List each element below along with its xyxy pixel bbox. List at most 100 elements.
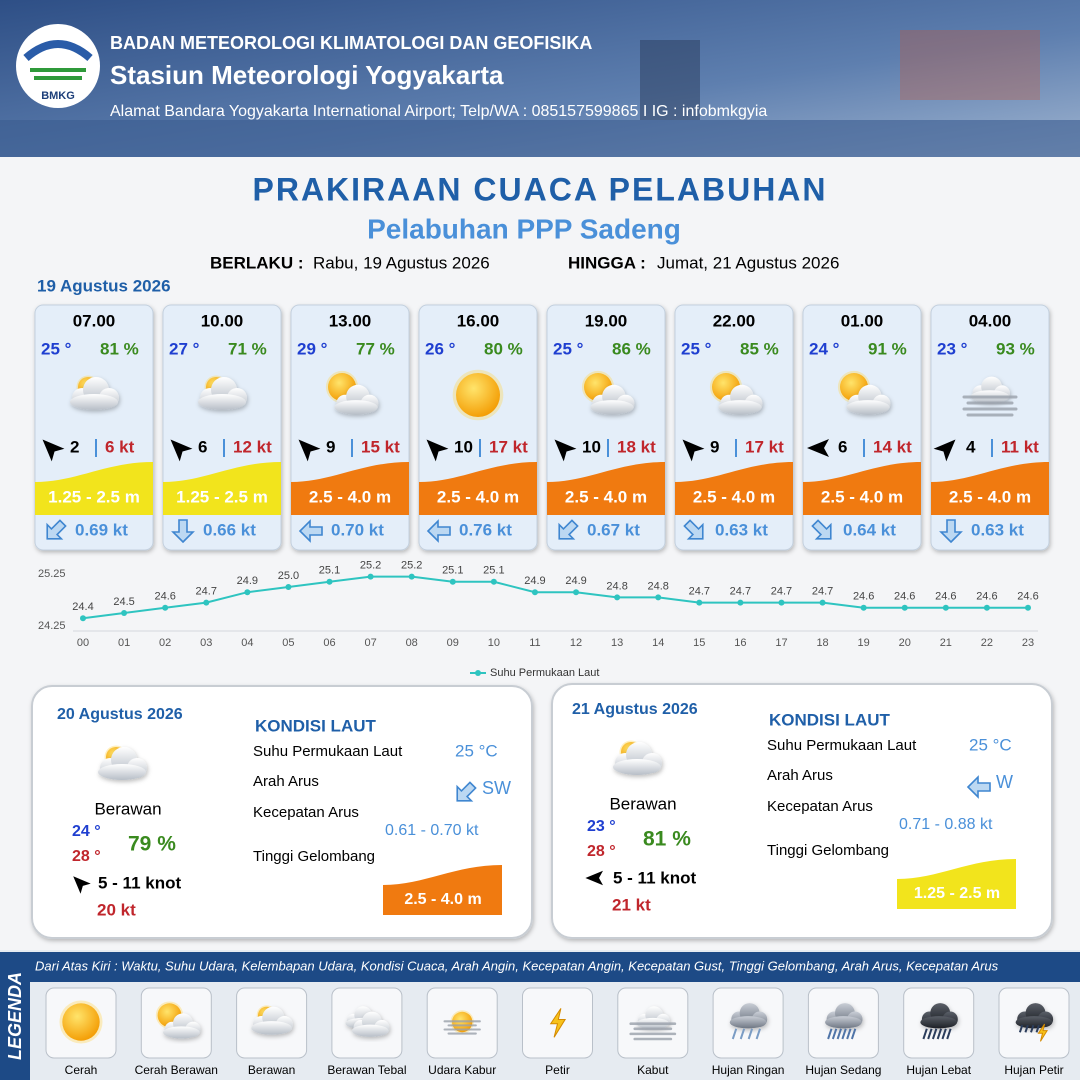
- gust: 18 kt: [617, 437, 656, 456]
- legend-item: Berawan Tebal: [327, 1063, 406, 1077]
- current-arrow: [939, 519, 963, 544]
- day-panel: [551, 683, 1053, 939]
- legend-swatch: [475, 670, 481, 676]
- sst-value-label: 24.6: [894, 591, 915, 603]
- cloud: [70, 377, 119, 410]
- outlook-date: 21 Agustus 2026: [572, 701, 698, 718]
- x-tick-label: 09: [447, 637, 459, 649]
- sun: [62, 1003, 100, 1041]
- condition: Berawan: [609, 794, 676, 813]
- rain: [755, 1028, 761, 1040]
- wind-arrow: [426, 439, 449, 462]
- wind-range: 5 - 11 knot: [98, 873, 181, 892]
- wave-height: 2.5 - 4.0 m: [949, 487, 1031, 506]
- rain: [946, 1028, 952, 1040]
- current-arrow: [46, 519, 67, 540]
- rain: [1030, 1024, 1035, 1033]
- sst-point: [490, 578, 497, 585]
- cloud-part: [590, 400, 634, 415]
- separator: [223, 439, 225, 457]
- cloud: [825, 1003, 863, 1029]
- sst-value-label: 24.6: [976, 591, 997, 603]
- sst-value-label: 24.4: [72, 601, 93, 613]
- sst-value-label: 24.7: [812, 586, 833, 598]
- wave-band: [547, 462, 665, 515]
- cloud: [846, 384, 891, 415]
- temp-max: 28 °: [72, 848, 101, 865]
- sst-value-label: 24.6: [935, 591, 956, 603]
- humidity: 79 %: [128, 833, 176, 856]
- air-temp: 25 °: [681, 339, 712, 358]
- sst-value-label: 24.7: [730, 586, 751, 598]
- current-speed: 0.69 kt: [75, 520, 128, 539]
- wave-height: 2.5 - 4.0 m: [565, 487, 647, 506]
- valid-until: Jumat, 21 Agustus 2026: [657, 253, 839, 272]
- day-panel: [31, 685, 533, 939]
- sst-point: [203, 599, 210, 606]
- legend-band: [0, 952, 1080, 982]
- rain: [927, 1028, 933, 1040]
- valid-from: Rabu, 19 Agustus 2026: [313, 253, 490, 272]
- humidity: 71 %: [228, 339, 267, 358]
- rain: [1035, 1024, 1040, 1033]
- sst: 25 °C: [455, 741, 498, 760]
- cloud: [351, 1011, 390, 1037]
- cloud-part: [70, 394, 118, 410]
- wave-height: 2.5 - 4.0 m: [437, 487, 519, 506]
- sst-point: [121, 610, 128, 616]
- x-tick-label: 12: [570, 637, 582, 649]
- gust: 21 kt: [612, 895, 651, 914]
- current-speed: 0.66 kt: [203, 520, 256, 539]
- x-tick-label: 05: [282, 637, 294, 649]
- wave-band: [163, 462, 281, 515]
- current-arrow: [558, 519, 579, 540]
- wave-height: 2.5 - 4.0 m: [404, 891, 481, 908]
- rain: [841, 1028, 847, 1040]
- wave-band: [675, 462, 793, 515]
- cloud-part: [198, 394, 246, 410]
- time: 01.00: [841, 311, 884, 330]
- logo-arc: [23, 40, 93, 62]
- gust: 12 kt: [233, 437, 272, 456]
- humidity: 80 %: [484, 339, 523, 358]
- air-temp: 25 °: [553, 339, 584, 358]
- x-tick-label: 18: [816, 637, 828, 649]
- current-arrow: [426, 519, 451, 543]
- sst-value-label: 25.2: [401, 560, 422, 572]
- sea-title: KONDISI LAUT: [769, 710, 891, 729]
- x-tick-label: 10: [488, 637, 500, 649]
- rain: [831, 1028, 838, 1040]
- current-speed: 0.61 - 0.70 kt: [385, 822, 479, 839]
- x-tick-label: 23: [1022, 637, 1034, 649]
- time: 13.00: [329, 311, 372, 330]
- wind-speed: 6: [198, 437, 207, 456]
- sst-point: [655, 594, 662, 601]
- sst-point: [408, 573, 415, 580]
- sst-point: [901, 604, 908, 611]
- sst-point: [1025, 604, 1031, 611]
- cloud: [718, 384, 763, 415]
- separator: [351, 439, 353, 457]
- sst-value-label: 25.0: [278, 570, 299, 582]
- sst-value-label: 24.8: [606, 580, 627, 592]
- humidity: 85 %: [740, 339, 779, 358]
- wind-speed: 4: [966, 437, 976, 456]
- sst-point: [367, 573, 374, 580]
- time: 04.00: [969, 311, 1012, 330]
- cloud-part: [846, 400, 890, 415]
- legend-item: Hujan Sedang: [805, 1063, 881, 1077]
- legend-item: Cerah Berawan: [135, 1063, 218, 1077]
- sst-point: [244, 589, 251, 596]
- rain: [731, 1028, 738, 1040]
- sea-label: Suhu Permukaan Laut: [253, 743, 403, 760]
- wave-height: 2.5 - 4.0 m: [821, 487, 903, 506]
- x-tick-label: 22: [981, 637, 993, 649]
- humidity: 86 %: [612, 339, 651, 358]
- air-temp: 23 °: [937, 339, 968, 358]
- wave-band: [803, 462, 921, 515]
- cloud-part: [351, 1024, 389, 1037]
- address: Alamat Bandara Yogyakarta International …: [110, 103, 767, 120]
- logo-lines: [30, 68, 86, 80]
- sst-point: [860, 604, 867, 611]
